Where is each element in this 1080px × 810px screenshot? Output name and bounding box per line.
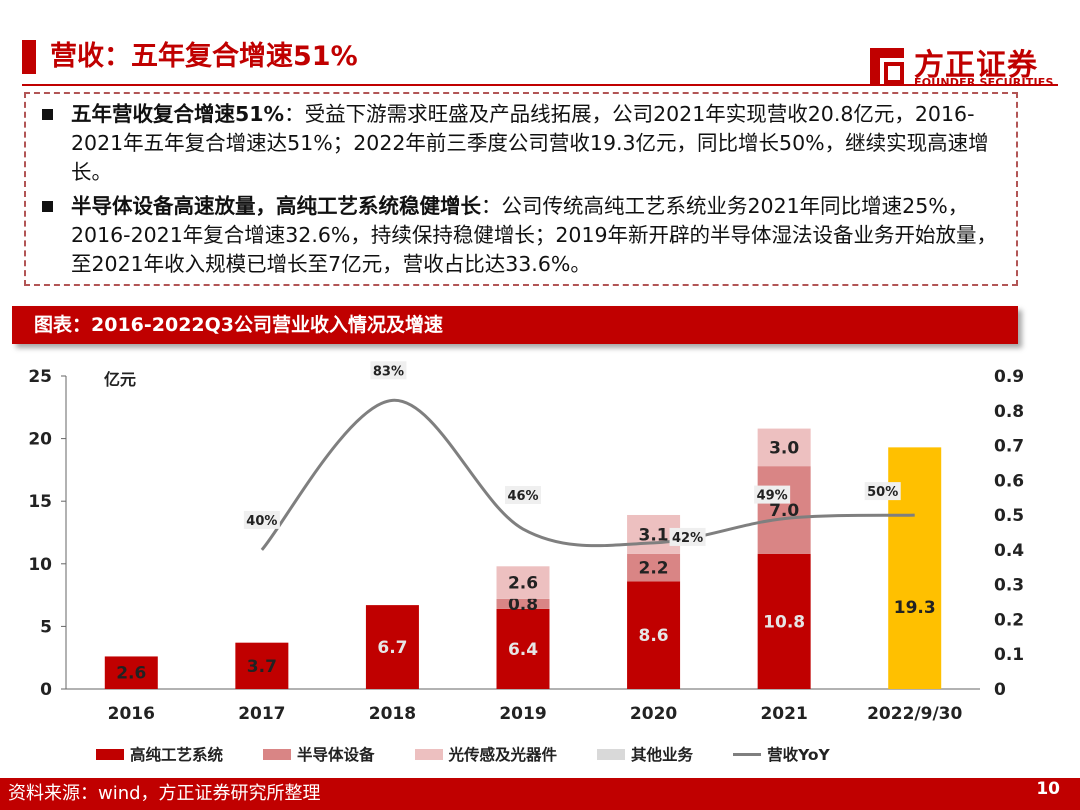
bar-segment: [104, 656, 158, 689]
bullet-2-text: ：公司传统高纯工艺系统业务2021年同比增速25%，2016-2021年复合增速…: [71, 194, 998, 276]
x-tick-label: 2020: [630, 704, 677, 724]
legend-label-opt: 光传感及光器件: [448, 746, 558, 764]
revenue-chart: 0 5 10 15 20 25 0 0.1 0.2 0.3 0.4 0.5 0.6 0.7 0.8 0.9 亿元…: [28, 361, 1024, 724]
page-number: 10: [1036, 779, 1060, 799]
legend-line-yoy: [733, 752, 762, 756]
bar-value-label: 6.4: [508, 640, 538, 660]
legend-item-hp: 高纯工艺系统: [96, 743, 223, 765]
legend-label-semi: 半导体设备: [297, 746, 375, 764]
bar-segment: [627, 581, 681, 689]
bar-value-label: 2.6: [116, 664, 146, 684]
bar-ytd-value-label: 19.3: [894, 598, 936, 618]
bar-segment: [235, 642, 289, 689]
bar-segment: [627, 553, 681, 582]
y-right-tick-label: 0: [994, 680, 1006, 700]
bar-segment: [757, 553, 811, 689]
y-left-unit-label: 亿元: [104, 370, 136, 389]
title-accent-bar: [22, 40, 36, 74]
logo-english-name: FOUNDER SECURITIES: [914, 76, 1054, 89]
y-right-tick-label: 0.4: [994, 541, 1024, 561]
y-right-tick-label: 0.7: [994, 437, 1024, 457]
bar-value-label: 6.7: [377, 638, 407, 658]
bullet-1-heading: 五年营收复合增速51%: [71, 102, 285, 126]
yoy-value-label: 49%: [757, 489, 788, 504]
bar-value-label: 10.8: [763, 612, 805, 632]
y-left-tick-label: 10: [28, 555, 52, 575]
x-tick-label: 2017: [238, 704, 285, 724]
bullet-1-text: ：受益下游需求旺盛及产品线拓展，公司2021年实现营收20.8亿元，2016-2…: [71, 102, 989, 184]
bullet-square-icon: [42, 109, 53, 120]
figure-title: 图表：2016-2022Q3公司营业收入情况及增速: [34, 314, 444, 336]
bar-segment: [757, 428, 811, 467]
yoy-value-label: 42%: [672, 531, 703, 546]
y-right-tick-label: 0.5: [994, 506, 1024, 526]
y-right-tick-label: 0.8: [994, 402, 1024, 422]
legend-swatch-hp: [96, 748, 124, 760]
yoy-label-bg: [243, 510, 280, 529]
legend-swatch-opt: [414, 748, 443, 760]
y-left-tick-label: 20: [28, 430, 52, 450]
yoy-value-label: 40%: [246, 514, 277, 529]
yoy-line: [260, 398, 915, 551]
y-right-tick-label: 0.1: [994, 645, 1024, 665]
y-right-tick-label: 0.3: [994, 576, 1024, 596]
x-tick-label: 2019: [499, 704, 546, 724]
legend-label-other: 其他业务: [631, 746, 694, 764]
yoy-label-bg: [754, 485, 791, 504]
y-right-tick-label: 0.2: [994, 610, 1024, 630]
bar-segment: [496, 566, 550, 599]
legend-item-yoy: 营收YoY: [733, 743, 830, 765]
y-right-tick-label: 0.6: [994, 471, 1024, 491]
yoy-label-bg: [505, 486, 541, 505]
yoy-value-label: 83%: [373, 364, 404, 379]
founder-logo-icon: [870, 48, 904, 84]
x-tick-label: 2021: [760, 704, 807, 724]
bullet-2-heading: 半导体设备高速放量，高纯工艺系统稳健增长: [71, 194, 481, 218]
yoy-label-bg: [370, 361, 407, 380]
page-title: 营收：五年复合增速51%: [50, 41, 358, 72]
legend-swatch-semi: [263, 748, 292, 760]
x-tick-label: 2016: [108, 704, 155, 724]
summary-box: 五年营收复合增速51%：受益下游需求旺盛及产品线拓展，公司2021年实现营收20…: [24, 92, 1018, 286]
legend-item-semi: 半导体设备: [263, 743, 375, 765]
yoy-label-bg: [864, 482, 901, 501]
legend-item-other: 其他业务: [597, 743, 693, 765]
bar-segment: [757, 466, 811, 554]
bar-segment: [496, 598, 550, 609]
summary-bullet-1: 五年营收复合增速51%：受益下游需求旺盛及产品线拓展，公司2021年实现营收20…: [36, 100, 1006, 187]
bar-value-label: 7.0: [769, 501, 799, 521]
bar-value-label: 2.6: [508, 574, 538, 594]
footer-bar: 资料来源：wind，方正证券研究所整理 10: [0, 778, 1080, 810]
legend-label-hp: 高纯工艺系统: [130, 746, 224, 764]
x-tick-label: 2018: [369, 704, 416, 724]
bar-value-label: 3.0: [769, 438, 799, 458]
y-left-tick-label: 0: [40, 680, 52, 700]
bar-value-label: 2.2: [639, 559, 669, 579]
bullet-square-icon: [42, 201, 53, 212]
source-note: 资料来源：wind，方正证券研究所整理: [8, 783, 321, 804]
brand-logo: 方正证券 FOUNDER SECURITIES: [864, 42, 1054, 90]
legend-label-yoy: 营收YoY: [767, 746, 830, 764]
yoy-label-bg: [669, 527, 706, 546]
figure-title-bar: 图表：2016-2022Q3公司营业收入情况及增速: [12, 306, 1018, 344]
legend-swatch-other: [597, 748, 626, 760]
y-right-tick-label: 0.9: [994, 367, 1024, 387]
summary-bullet-2: 半导体设备高速放量，高纯工艺系统稳健增长：公司传统高纯工艺系统业务2021年同比…: [36, 192, 1006, 279]
bar-value-label: 3.1: [639, 525, 669, 545]
legend-item-opt: 光传感及光器件: [414, 743, 558, 765]
chart-legend: 高纯工艺系统 半导体设备 光传感及光器件 其他业务 营收YoY: [96, 743, 996, 765]
y-left-tick-label: 15: [28, 492, 52, 512]
bar-value-label: 0.8: [508, 595, 538, 615]
logo-chinese-name: 方正证券: [914, 48, 1038, 83]
y-left-tick-label: 25: [28, 367, 52, 387]
y-left-tick-label: 5: [40, 617, 52, 637]
bar-value-label: 3.7: [247, 657, 277, 677]
yoy-value-label: 46%: [507, 489, 538, 504]
bar-segment: [496, 608, 550, 689]
x-tick-label: 2022/9/30: [867, 704, 962, 724]
yoy-value-label: 50%: [867, 485, 898, 500]
bar-value-label: 8.6: [639, 626, 669, 646]
title-underline: [22, 84, 1058, 86]
bar-segment: [365, 605, 419, 689]
